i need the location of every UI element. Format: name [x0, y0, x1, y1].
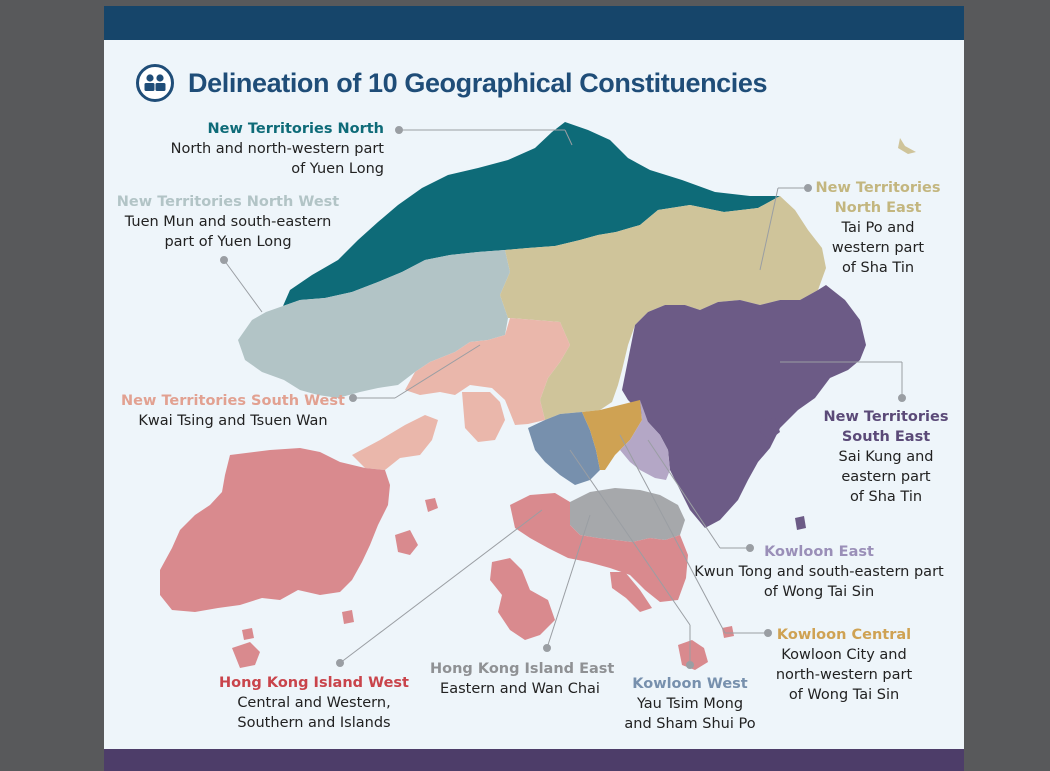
- label-kowloon-east: Kowloon East Kwun Tong and south-eastern…: [694, 544, 944, 600]
- region-nt-north-west: [238, 250, 510, 398]
- bottom-band: [104, 749, 964, 771]
- region-nt-north: [283, 122, 780, 306]
- poster: Delineation of 10 Geographical Constitue…: [104, 6, 964, 771]
- region-nt-south-west-island: [462, 392, 505, 442]
- region-hk-island-west-hk: [510, 493, 688, 602]
- region-nt-south-west: [405, 318, 570, 425]
- region-kowloon-central: [582, 400, 642, 470]
- top-band: [104, 6, 964, 40]
- title-row: Delineation of 10 Geographical Constitue…: [136, 60, 768, 106]
- label-nt-north-west: New Territories North West Tuen Mun and …: [116, 194, 340, 250]
- region-nt-south-west-lantau-ne: [352, 415, 438, 470]
- region-kowloon-east: [615, 400, 670, 480]
- label-kowloon-central: Kowloon Central Kowloon City and north-w…: [775, 627, 913, 703]
- label-nt-south-east: New Territories South East Sai Kung and …: [823, 409, 949, 505]
- region-hk-island-west-islet-3: [342, 610, 354, 624]
- label-kowloon-west: Kowloon West Yau Tsim Mong and Sham Shui…: [624, 676, 756, 732]
- region-hk-island-east: [570, 488, 685, 542]
- region-hk-island-west-lantau: [160, 448, 390, 612]
- region-hk-island-west-soko-1: [232, 642, 260, 668]
- leader-lines: [220, 126, 906, 669]
- region-hk-island-west-peng-chau: [425, 498, 438, 512]
- region-hk-island-west-cheung-chau: [395, 530, 418, 555]
- region-hk-island-west-po-toi: [678, 640, 708, 670]
- label-hk-island-east: Hong Kong Island East Eastern and Wan Ch…: [430, 661, 615, 697]
- region-hk-island-west-islet-5: [610, 572, 652, 612]
- region-hk-island-west-islet-4: [722, 626, 734, 638]
- region-hk-island-west-soko-2: [242, 628, 254, 640]
- page-title: Delineation of 10 Geographical Constitue…: [188, 67, 768, 98]
- label-nt-north: New Territories North North and north-we…: [170, 121, 384, 177]
- map: [160, 122, 916, 670]
- region-nt-north-east: [500, 196, 826, 420]
- region-nt-south-east-islet-1: [760, 418, 780, 440]
- label-nt-north-east: New Territories North East Tai Po and we…: [815, 180, 941, 276]
- region-hk-island-west-lamma: [490, 558, 555, 640]
- region-nt-south-east: [622, 285, 866, 528]
- label-nt-south-west: New Territories South West Kwai Tsing an…: [121, 393, 345, 429]
- people-icon: [136, 64, 174, 102]
- label-hk-island-west: Hong Kong Island West Central and Wester…: [219, 675, 409, 731]
- region-nt-north-islet: [898, 138, 916, 154]
- region-nt-south-east-islet-2: [795, 516, 806, 530]
